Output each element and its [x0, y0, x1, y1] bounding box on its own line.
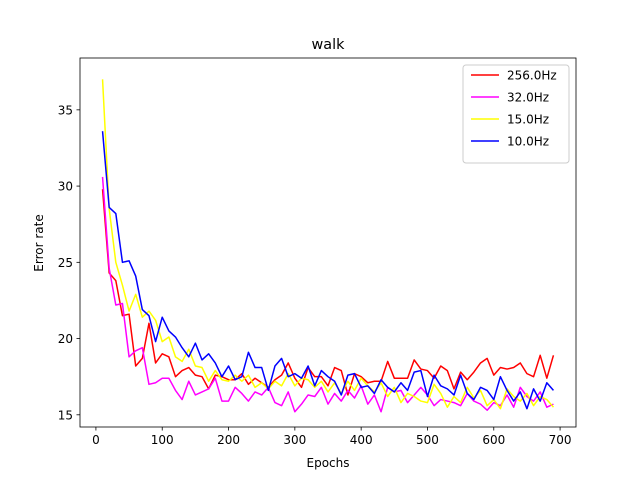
x-tick-label-6: 600 [482, 433, 505, 447]
chart-title: walk [312, 37, 346, 53]
x-tick-label-1: 100 [151, 433, 174, 447]
x-tick-label-3: 300 [283, 433, 306, 447]
legend: 256.0Hz 32.0Hz 15.0Hz 10.0Hz [462, 64, 570, 164]
y-tick-label-3: 30 [58, 180, 73, 194]
series-line-3 [101, 131, 555, 410]
x-tick-label-0: 0 [92, 433, 100, 447]
y-tick-label-1: 20 [58, 332, 73, 346]
y-tick-label-2: 25 [58, 256, 73, 270]
legend-label-2: 15.0Hz [507, 113, 549, 127]
x-axis-label: Epochs [307, 456, 350, 470]
y-tick-label-0: 15 [58, 408, 73, 422]
series-line-1 [101, 176, 554, 413]
axes-layer: 0 100 200 300 400 500 600 700 15 20 25 30 35 [58, 57, 577, 447]
x-tick-label-2: 200 [217, 433, 240, 447]
legend-label-3: 10.0Hz [507, 135, 549, 149]
x-tick-label-4: 400 [350, 433, 373, 447]
legend-label-1: 32.0Hz [507, 91, 549, 105]
y-axis-label: Error rate [32, 214, 46, 271]
legend-label-0: 256.0Hz [507, 69, 557, 83]
legend-box [462, 64, 570, 164]
x-tick-label-5: 500 [416, 433, 439, 447]
y-tick-label-4: 35 [58, 103, 73, 117]
plot-frame [79, 57, 577, 428]
x-tick-label-7: 700 [549, 433, 572, 447]
series-line-0 [101, 189, 555, 396]
series-layer [101, 79, 555, 413]
